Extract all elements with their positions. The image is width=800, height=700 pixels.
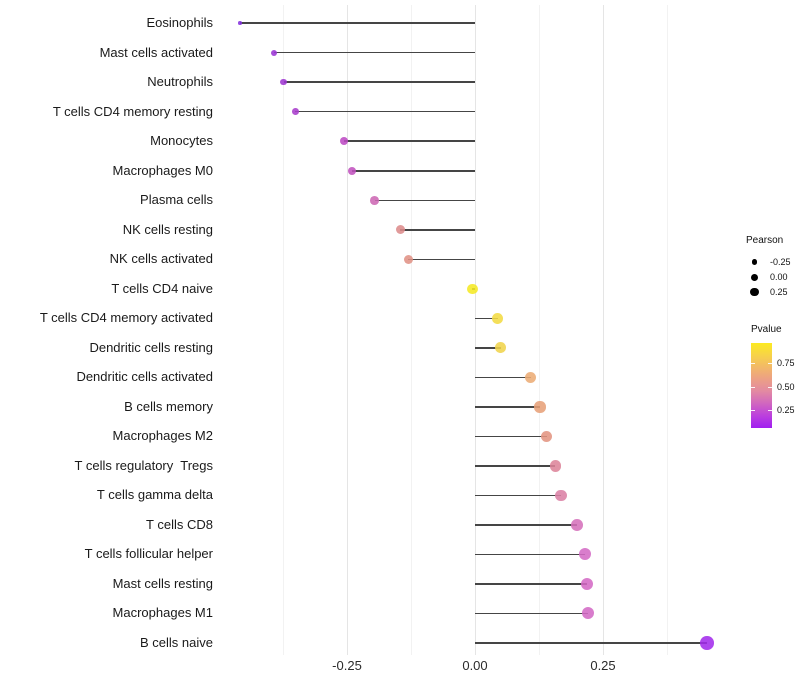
lollipop-stem bbox=[475, 524, 578, 526]
major-gridline bbox=[346, 5, 348, 655]
data-point bbox=[571, 518, 584, 531]
lollipop-stem bbox=[475, 465, 556, 467]
lollipop-stem bbox=[475, 612, 589, 615]
lollipop-stem bbox=[475, 583, 588, 585]
y-axis-label: NK cells resting bbox=[122, 221, 213, 237]
data-point bbox=[370, 195, 379, 205]
data-point bbox=[578, 548, 591, 561]
data-point bbox=[495, 342, 506, 354]
y-axis-label: T cells CD4 memory resting bbox=[52, 103, 213, 119]
colorbar-tick-mark bbox=[768, 387, 772, 388]
lollipop-stem bbox=[400, 229, 475, 231]
y-axis-label: Monocytes bbox=[150, 133, 213, 149]
major-gridline bbox=[602, 5, 604, 655]
minor-gridline bbox=[282, 5, 284, 655]
y-axis-label: Macrophages M1 bbox=[112, 605, 213, 621]
data-point bbox=[340, 137, 349, 146]
x-axis-tick-label: 0.00 bbox=[462, 658, 488, 673]
y-axis-label: Macrophages M2 bbox=[112, 428, 213, 444]
colorbar-tick-mark bbox=[768, 410, 772, 411]
minor-gridline bbox=[666, 5, 668, 655]
data-point bbox=[549, 460, 562, 472]
data-point bbox=[467, 283, 478, 294]
lollipop-stem bbox=[344, 140, 475, 142]
lollipop-stem bbox=[374, 199, 475, 201]
y-axis-label: T cells regulatory Tregs bbox=[74, 457, 213, 473]
color-legend-title: Pvalue bbox=[751, 324, 782, 335]
lollipop-stem bbox=[352, 170, 475, 172]
data-point bbox=[238, 21, 242, 25]
data-point bbox=[395, 225, 405, 235]
lollipop-stem bbox=[475, 317, 498, 320]
x-axis-tick-label: 0.25 bbox=[590, 658, 616, 673]
colorbar-tick-mark bbox=[751, 387, 755, 388]
y-axis-label: Plasma cells bbox=[140, 192, 213, 208]
lollipop-stem bbox=[408, 258, 475, 261]
lollipop-stem bbox=[239, 22, 475, 24]
y-axis-label: T cells gamma delta bbox=[96, 487, 213, 503]
size-legend-dot bbox=[751, 273, 758, 281]
lollipop-stem bbox=[475, 347, 501, 349]
y-axis-label: B cells memory bbox=[124, 398, 213, 414]
y-axis-label: B cells naive bbox=[140, 634, 213, 650]
minor-gridline bbox=[538, 5, 540, 655]
lollipop-stem bbox=[475, 494, 562, 497]
major-gridline bbox=[474, 5, 476, 655]
size-legend-dot bbox=[750, 287, 759, 297]
size-legend-label: -0.25 bbox=[770, 257, 791, 267]
data-point bbox=[403, 254, 414, 264]
size-legend-dot bbox=[751, 259, 758, 265]
data-point bbox=[525, 371, 537, 383]
colorbar-tick-mark bbox=[751, 410, 755, 411]
y-axis-label: T cells CD8 bbox=[146, 516, 213, 532]
data-point bbox=[348, 166, 357, 175]
y-axis-label: Neutrophils bbox=[147, 74, 213, 90]
y-axis-label: T cells CD4 memory activated bbox=[39, 310, 213, 326]
lollipop-stem bbox=[475, 553, 585, 556]
lollipop-stem bbox=[274, 51, 475, 54]
lollipop-stem bbox=[475, 376, 531, 379]
lollipop-stem bbox=[295, 110, 475, 113]
lollipop-stem bbox=[283, 81, 475, 83]
y-axis-label: T cells follicular helper bbox=[84, 546, 213, 562]
lollipop-stem bbox=[475, 435, 547, 438]
y-axis-label: Dendritic cells resting bbox=[89, 339, 213, 355]
colorbar-tick-mark bbox=[768, 363, 772, 364]
colorbar-tick-label: 0.25 bbox=[777, 405, 795, 415]
data-point bbox=[271, 49, 278, 56]
lollipop-stem bbox=[475, 642, 707, 644]
y-axis-label: Mast cells activated bbox=[99, 44, 213, 60]
data-point bbox=[582, 607, 595, 620]
colorbar-tick-label: 0.50 bbox=[777, 382, 795, 392]
y-axis-label: NK cells activated bbox=[109, 251, 213, 267]
x-axis-tick-label: -0.25 bbox=[332, 658, 362, 673]
lollipop-stem bbox=[475, 406, 541, 408]
size-legend-title: Pearson bbox=[746, 235, 784, 246]
data-point bbox=[555, 489, 567, 502]
data-point bbox=[291, 108, 299, 116]
y-axis-label: Mast cells resting bbox=[112, 575, 213, 591]
y-axis-label: T cells CD4 naive bbox=[111, 280, 213, 296]
y-axis-label: Dendritic cells activated bbox=[76, 369, 213, 385]
minor-gridline bbox=[410, 5, 412, 655]
data-point bbox=[534, 401, 546, 413]
colorbar-tick-mark bbox=[751, 363, 755, 364]
pvalue-colorbar bbox=[751, 343, 772, 428]
size-legend-label: 0.00 bbox=[770, 272, 788, 282]
data-point bbox=[280, 79, 287, 86]
size-legend-label: 0.25 bbox=[770, 287, 788, 297]
colorbar-tick-label: 0.75 bbox=[777, 358, 795, 368]
data-point bbox=[492, 312, 503, 324]
data-point bbox=[540, 430, 553, 443]
y-axis-label: Eosinophils bbox=[146, 15, 214, 31]
y-axis-label: Macrophages M0 bbox=[112, 162, 213, 178]
data-point bbox=[581, 577, 594, 590]
data-point bbox=[700, 636, 714, 650]
